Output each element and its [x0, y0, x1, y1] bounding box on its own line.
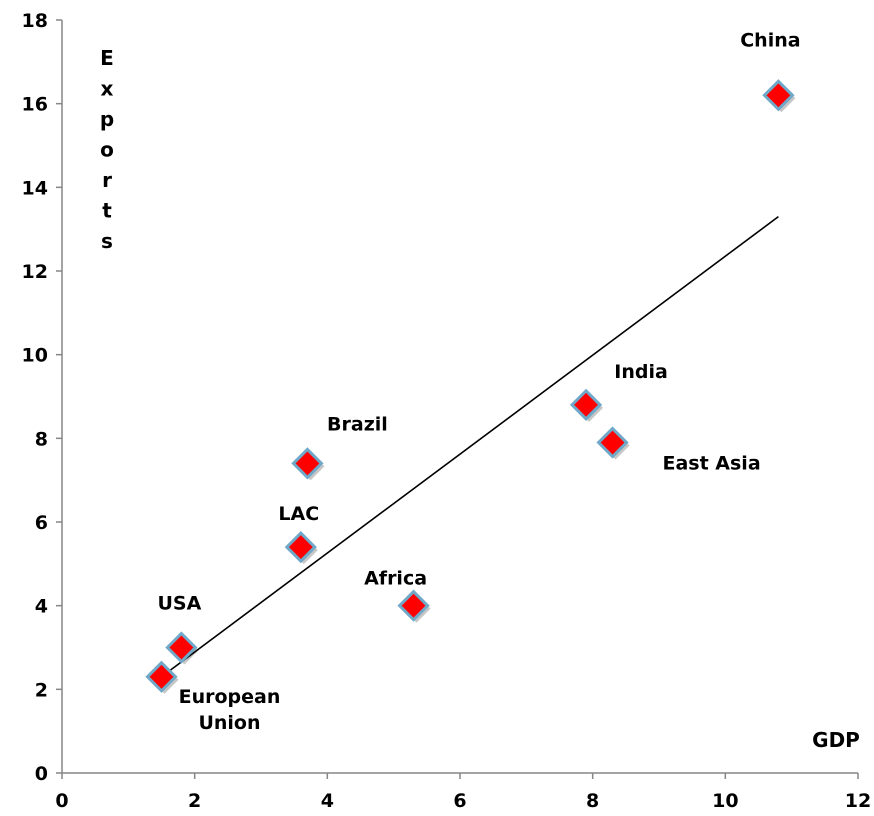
x-axis-title: GDP — [812, 728, 860, 752]
y-tick-label: 4 — [35, 596, 48, 618]
point-label: Brazil — [327, 413, 388, 435]
x-tick-label: 10 — [712, 790, 738, 812]
y-tick-label: 14 — [22, 177, 48, 199]
axes — [56, 19, 859, 779]
x-tick-label: 2 — [188, 790, 201, 812]
y-tick-label: 10 — [22, 345, 48, 367]
axis-titles: GDP E x p o r t s — [100, 46, 860, 752]
x-tick-label: 12 — [845, 790, 871, 812]
tick-labels: 0 2 4 6 8 10 12 14 16 18 0 2 4 6 8 10 12 — [22, 10, 872, 812]
data-points — [145, 79, 796, 694]
y-tick-label: 0 — [35, 763, 48, 785]
trendline — [161, 215, 779, 678]
point-marker — [762, 79, 795, 112]
point-label: LAC — [278, 503, 319, 525]
y-tick-label: 6 — [35, 512, 48, 534]
y-tick-label: 2 — [35, 679, 48, 701]
x-tick-label: 8 — [586, 790, 599, 812]
point-labels: European Union USA LAC Brazil Africa India East… — [157, 29, 800, 733]
point-marker — [165, 631, 198, 664]
point-label: Africa — [364, 568, 427, 590]
point-marker — [284, 530, 317, 564]
y-tick-label: 18 — [22, 10, 48, 32]
point-label: European — [179, 686, 281, 708]
x-tick-label: 6 — [453, 790, 466, 812]
point-label: Union — [198, 712, 260, 734]
point-marker — [145, 660, 178, 693]
point-marker — [569, 388, 603, 421]
x-tick-label: 4 — [321, 790, 334, 812]
point-label: China — [740, 29, 800, 51]
y-tick-label: 8 — [35, 428, 48, 450]
y-tick-label: 12 — [22, 261, 48, 283]
point-marker — [291, 447, 324, 480]
point-label: India — [614, 361, 668, 383]
point-marker — [596, 426, 629, 459]
point-marker — [397, 589, 430, 622]
point-label: USA — [157, 593, 201, 615]
x-tick-label: 0 — [55, 790, 68, 812]
point-label: East Asia — [662, 453, 760, 475]
trendline-group — [161, 215, 779, 678]
y-tick-label: 16 — [22, 94, 48, 116]
